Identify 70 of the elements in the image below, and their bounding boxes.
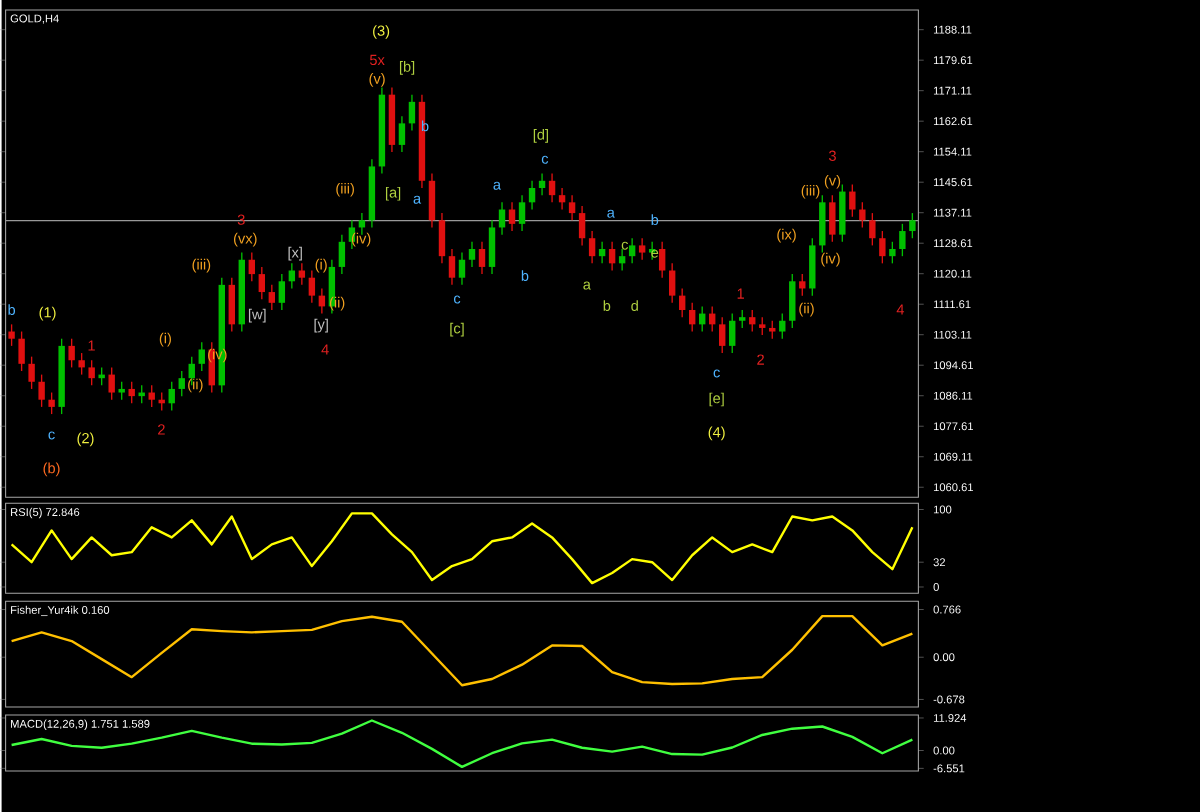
candlestick [128,380,135,404]
candlestick [568,194,576,221]
candlestick [488,219,496,275]
candlestick [789,273,796,329]
line-series [10,614,914,687]
candlestick [8,323,15,347]
candlestick [809,237,816,296]
candlestick [528,179,536,210]
candlestick [538,172,546,196]
candlestick [558,186,566,210]
candlestick [618,247,626,271]
candlestick [588,229,596,264]
candlestick [38,373,45,408]
candlestick [178,369,185,397]
candlestick [308,269,316,304]
candlestick [909,211,916,239]
candlestick [28,355,35,390]
candlestick [799,273,806,296]
candlestick [268,283,276,311]
line-series [10,718,914,768]
candlestick [628,237,636,264]
candlestick [428,172,436,228]
candlestick [18,330,25,372]
candlestick [658,240,666,278]
candlestick [408,93,416,131]
candlestick [168,380,175,411]
candlestick [448,247,456,286]
candlestick [458,251,466,286]
candlestick [849,183,856,217]
candlestick [889,240,896,264]
candlestick [518,194,526,232]
candlestick [298,262,306,286]
candlestick [899,222,906,257]
candlestick [859,201,866,228]
candlestick [358,211,366,235]
candlestick [879,229,886,264]
candlestick [228,276,235,332]
candlestick [869,211,876,246]
candlestick [468,240,476,268]
candlestick [688,301,696,332]
candlestick [148,384,155,408]
candlestick [578,204,586,246]
candlestick [88,359,95,386]
candlestick [729,312,736,354]
candlestick [749,308,756,332]
candlestick [78,351,85,375]
candlestick [438,211,446,264]
candlestick [819,194,826,253]
candlestick [548,172,556,203]
candlestick [338,233,346,275]
candlestick [398,115,406,153]
candlestick [248,251,256,282]
line-series [10,511,914,584]
candlestick [829,194,836,243]
candlestick [779,312,786,339]
candlestick [668,262,676,304]
candlestick [638,237,646,260]
candlestick [48,391,55,415]
candlestick [278,273,286,311]
candlestick [608,240,616,271]
candlestick [478,240,486,275]
candlestick [678,287,686,318]
candlestick [68,337,75,368]
candlestick [508,201,516,232]
candlestick [598,240,606,264]
candlestick [108,366,115,400]
candlestick [258,265,266,300]
candlestick [719,316,726,354]
candlestick [839,183,846,243]
candlestick [198,341,205,372]
